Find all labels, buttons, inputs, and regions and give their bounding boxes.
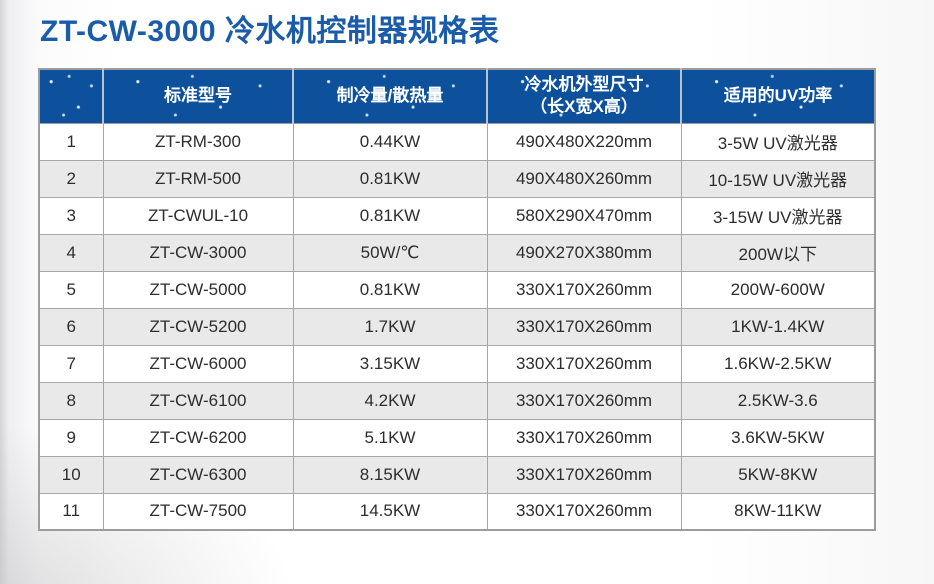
cell-model: ZT-CW-6000 xyxy=(102,344,294,383)
table-row: 6 ZT-CW-5200 1.7KW 330X170X260mm 1KW-1.4KW xyxy=(38,307,876,346)
table-row: 9 ZT-CW-6200 5.1KW 330X170X260mm 3.6KW-5KW xyxy=(38,418,876,457)
cell-uv: 200W以下 xyxy=(680,233,876,272)
table-row: 11 ZT-CW-7500 14.5KW 330X170X260mm 8KW-11KW xyxy=(38,492,876,531)
cell-cap: 0.81KW xyxy=(292,196,488,235)
table-row: 3 ZT-CWUL-10 0.81KW 580X290X470mm 3-15W UV激光… xyxy=(38,196,876,235)
cell-uv: 3.6KW-5KW xyxy=(680,418,876,457)
cell-uv: 2.5KW-3.6 xyxy=(680,381,876,420)
cell-size: 490X270X380mm xyxy=(486,233,682,272)
cell-model: ZT-CW-6200 xyxy=(102,418,294,457)
header-cell-uv: 适用的UV功率 xyxy=(681,69,875,124)
cell-size: 330X170X260mm xyxy=(486,270,682,309)
cell-uv: 1KW-1.4KW xyxy=(680,307,876,346)
cell-cap: 50W/℃ xyxy=(292,233,488,272)
spec-table-body: 1 ZT-RM-300 0.44KW 490X480X220mm 3-5W UV激光器 2… xyxy=(38,122,876,531)
cell-uv: 3-15W UV激光器 xyxy=(680,196,876,235)
cell-no: 6 xyxy=(38,307,104,346)
cell-uv: 10-15W UV激光器 xyxy=(680,159,876,198)
cell-model: ZT-CW-5000 xyxy=(102,270,294,309)
cell-model: ZT-CW-5200 xyxy=(102,307,294,346)
cell-no: 4 xyxy=(38,233,104,272)
cell-size: 490X480X260mm xyxy=(486,159,682,198)
table-row: 10 ZT-CW-6300 8.15KW 330X170X260mm 5KW-8KW xyxy=(38,455,876,494)
table-row: 8 ZT-CW-6100 4.2KW 330X170X260mm 2.5KW-3.6 xyxy=(38,381,876,420)
cell-size: 330X170X260mm xyxy=(486,418,682,457)
cell-no: 7 xyxy=(38,344,104,383)
cell-model: ZT-CW-3000 xyxy=(102,233,294,272)
header-cell-no xyxy=(39,69,104,124)
cell-size: 330X170X260mm xyxy=(486,492,682,531)
header-row: 标准型号 制冷量/散热量 冷水机外型尺寸 （长X宽X高） 适用的UV功率 xyxy=(39,69,875,124)
table-row: 2 ZT-RM-500 0.81KW 490X480X260mm 10-15W UV激光… xyxy=(38,159,876,198)
cell-uv: 3-5W UV激光器 xyxy=(680,122,876,161)
cell-uv: 200W-600W xyxy=(680,270,876,309)
cell-model: ZT-CW-6300 xyxy=(102,455,294,494)
cell-cap: 14.5KW xyxy=(292,492,488,531)
cell-size: 330X170X260mm xyxy=(486,381,682,420)
cell-size: 580X290X470mm xyxy=(486,196,682,235)
cell-size: 330X170X260mm xyxy=(486,455,682,494)
table-row: 5 ZT-CW-5000 0.81KW 330X170X260mm 200W-600W xyxy=(38,270,876,309)
cell-no: 8 xyxy=(38,381,104,420)
cell-no: 2 xyxy=(38,159,104,198)
cell-size: 490X480X220mm xyxy=(486,122,682,161)
spec-table-header: 标准型号 制冷量/散热量 冷水机外型尺寸 （长X宽X高） 适用的UV功率 xyxy=(39,69,875,124)
cell-cap: 0.44KW xyxy=(292,122,488,161)
cell-size: 330X170X260mm xyxy=(486,344,682,383)
cell-cap: 8.15KW xyxy=(292,455,488,494)
page-title: ZT-CW-3000 冷水机控制器规格表 xyxy=(40,15,500,48)
cell-uv: 8KW-11KW xyxy=(680,492,876,531)
cell-no: 5 xyxy=(38,270,104,309)
header-cell-size: 冷水机外型尺寸 （长X宽X高） xyxy=(487,69,682,124)
cell-cap: 4.2KW xyxy=(292,381,488,420)
cell-no: 1 xyxy=(38,122,104,161)
table-row: 7 ZT-CW-6000 3.15KW 330X170X260mm 1.6KW-2.5K… xyxy=(38,344,876,383)
cell-no: 10 xyxy=(38,455,104,494)
cell-uv: 1.6KW-2.5KW xyxy=(680,344,876,383)
cell-cap: 0.81KW xyxy=(292,270,488,309)
cell-no: 3 xyxy=(38,196,104,235)
cell-model: ZT-RM-500 xyxy=(102,159,294,198)
table-row: 1 ZT-RM-300 0.44KW 490X480X220mm 3-5W UV激光器 xyxy=(38,122,876,161)
cell-uv: 5KW-8KW xyxy=(680,455,876,494)
cell-no: 11 xyxy=(38,492,104,531)
table-row: 4 ZT-CW-3000 50W/℃ 490X270X380mm 200W以下 xyxy=(38,233,876,272)
header-cell-cap: 制冷量/散热量 xyxy=(293,69,488,124)
cell-cap: 3.15KW xyxy=(292,344,488,383)
cell-no: 9 xyxy=(38,418,104,457)
cell-model: ZT-RM-300 xyxy=(102,122,294,161)
cell-cap: 5.1KW xyxy=(292,418,488,457)
cell-size: 330X170X260mm xyxy=(486,307,682,346)
header-cell-model: 标准型号 xyxy=(103,69,294,124)
spec-table: 标准型号 制冷量/散热量 冷水机外型尺寸 （长X宽X高） 适用的UV功率 1 ZT… xyxy=(38,68,876,531)
cell-cap: 0.81KW xyxy=(292,159,488,198)
cell-model: ZT-CW-7500 xyxy=(102,492,294,531)
cell-model: ZT-CWUL-10 xyxy=(102,196,294,235)
cell-model: ZT-CW-6100 xyxy=(102,381,294,420)
cell-cap: 1.7KW xyxy=(292,307,488,346)
